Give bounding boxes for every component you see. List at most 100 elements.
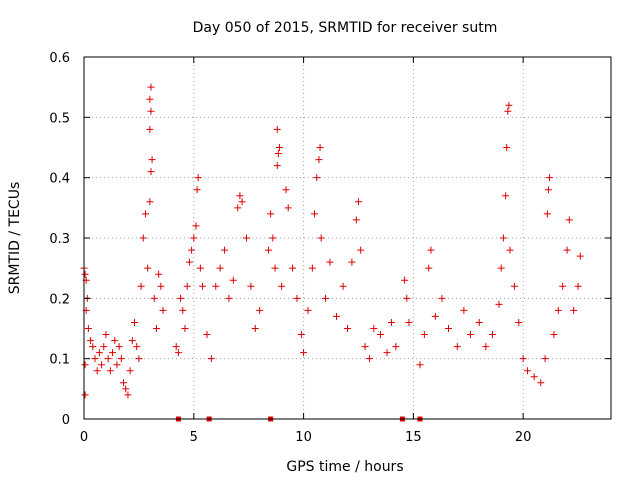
y-tick-label: 0.1 — [49, 353, 70, 368]
data-point — [333, 312, 341, 320]
data-point — [159, 306, 167, 314]
data-point — [544, 186, 552, 194]
data-point — [89, 343, 97, 351]
y-tick-label: 0.6 — [49, 51, 70, 66]
data-point — [401, 276, 409, 284]
data-point — [229, 276, 237, 284]
data-point — [199, 282, 207, 290]
data-point — [234, 204, 242, 212]
data-point — [392, 343, 400, 351]
data-points — [80, 83, 584, 399]
data-point — [84, 325, 92, 332]
data-point — [505, 101, 513, 109]
data-point — [495, 300, 503, 308]
data-point — [81, 270, 89, 278]
data-point — [565, 216, 573, 224]
data-point — [416, 361, 424, 369]
data-point — [519, 355, 527, 363]
data-point — [120, 379, 128, 387]
y-tick-label: 0.4 — [49, 172, 70, 187]
data-point — [357, 246, 365, 254]
data-point — [361, 343, 369, 351]
data-point — [177, 294, 185, 302]
data-point — [238, 198, 246, 206]
data-point — [139, 234, 147, 242]
data-point — [537, 379, 545, 387]
data-point — [93, 367, 101, 375]
data-point — [207, 355, 215, 363]
data-point — [576, 252, 584, 260]
data-point — [403, 294, 411, 302]
data-point — [326, 258, 334, 266]
data-point — [460, 306, 468, 314]
data-point — [503, 144, 511, 151]
data-point — [147, 168, 155, 176]
data-point — [192, 222, 200, 230]
data-point — [344, 325, 351, 332]
data-point — [144, 264, 152, 272]
y-tick-label: 0.5 — [49, 111, 70, 126]
data-point — [316, 144, 324, 151]
data-point — [236, 192, 244, 200]
data-point — [146, 198, 154, 206]
data-point — [315, 156, 323, 164]
data-point — [354, 198, 362, 206]
data-point — [488, 331, 496, 339]
data-point — [135, 355, 143, 363]
data-point — [475, 318, 483, 326]
data-point — [256, 306, 264, 314]
data-point — [376, 331, 384, 339]
data-point — [317, 234, 325, 242]
data-point — [420, 331, 428, 339]
data-point — [274, 150, 282, 158]
data-point — [269, 234, 277, 242]
data-point — [216, 264, 224, 272]
data-point — [242, 234, 250, 242]
data-point — [405, 318, 413, 326]
data-point — [466, 331, 474, 339]
data-point — [387, 318, 395, 326]
data-point — [431, 312, 439, 320]
data-point — [278, 282, 286, 290]
data-point — [126, 367, 134, 375]
data-point — [91, 355, 99, 363]
data-point — [147, 83, 155, 91]
data-point — [251, 325, 259, 332]
x-tick-label: 10 — [295, 430, 312, 445]
data-point — [352, 216, 360, 224]
x-tick-label: 0 — [80, 430, 88, 445]
data-point — [141, 210, 149, 218]
data-point — [370, 325, 378, 332]
data-point — [308, 264, 316, 272]
data-point — [515, 318, 523, 326]
data-point — [137, 282, 145, 290]
data-point — [102, 331, 110, 339]
chart-title: Day 050 of 2015, SRMTID for receiver sut… — [193, 20, 498, 36]
data-point — [499, 234, 507, 242]
y-tick-label: 0 — [62, 413, 70, 428]
data-point — [267, 210, 275, 218]
data-point — [506, 246, 514, 254]
y-axis-label: SRMTID / TECUs — [7, 182, 23, 295]
y-tick-label: 0.2 — [49, 292, 70, 307]
data-point — [179, 306, 187, 314]
data-point — [313, 174, 321, 182]
data-point — [147, 107, 155, 115]
data-point — [146, 125, 154, 133]
data-point — [293, 294, 301, 302]
data-point — [339, 282, 347, 290]
data-point — [271, 264, 279, 272]
data-point — [100, 343, 108, 351]
data-point — [425, 264, 433, 272]
data-point — [81, 391, 89, 399]
data-point — [185, 258, 193, 266]
data-point — [95, 349, 103, 357]
data-point — [150, 294, 158, 302]
data-point — [541, 355, 549, 363]
x-axis-ticks: 0 5 10 15 20 — [80, 57, 531, 445]
data-point — [502, 192, 510, 200]
data-point — [188, 246, 196, 254]
data-point — [304, 306, 312, 314]
data-point — [284, 204, 292, 212]
